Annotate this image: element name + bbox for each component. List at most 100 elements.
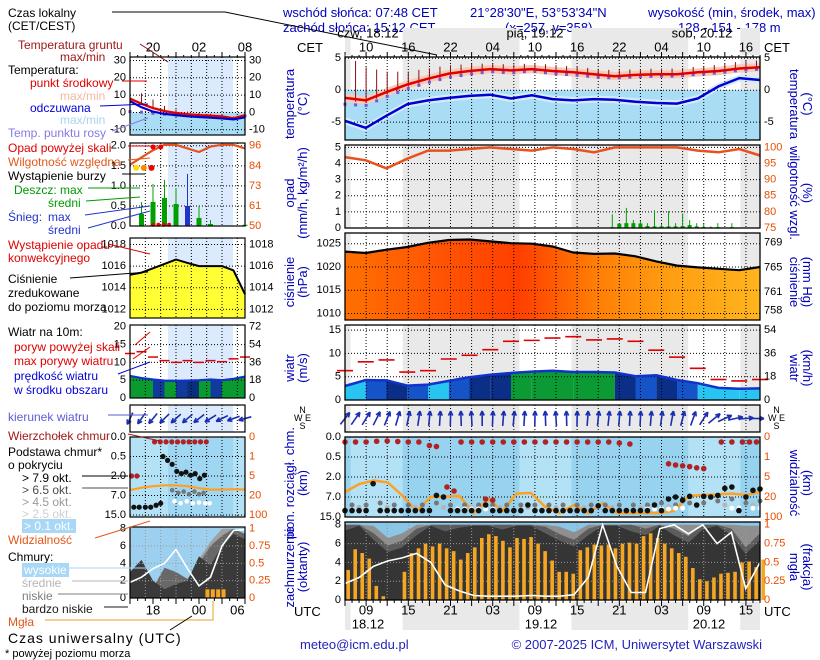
svg-text:0.0: 0.0	[111, 431, 126, 443]
svg-text:15: 15	[570, 602, 584, 617]
svg-text:0: 0	[249, 592, 255, 604]
svg-text:16: 16	[570, 39, 584, 54]
svg-text:04: 04	[485, 39, 499, 54]
svg-text:0.5: 0.5	[249, 557, 264, 569]
svg-text:80: 80	[764, 206, 776, 218]
legend-snow: Śnieg:	[8, 210, 43, 224]
legend-snow-max: max	[48, 210, 71, 224]
legend-okt-01: > 0.1 okt.	[22, 519, 76, 533]
svg-text:61: 61	[249, 200, 261, 212]
svg-text:2: 2	[335, 575, 341, 587]
legend-clouds: Chmury:	[8, 550, 54, 564]
svg-text:22: 22	[612, 39, 626, 54]
svg-text:4: 4	[335, 157, 341, 169]
svg-text:02: 02	[192, 39, 206, 54]
svg-text:10: 10	[329, 347, 341, 359]
svg-text:4: 4	[120, 557, 126, 569]
svg-text:22: 22	[443, 39, 457, 54]
svg-text:0.5: 0.5	[111, 450, 126, 462]
svg-text:16: 16	[401, 39, 415, 54]
svg-text:5: 5	[764, 52, 770, 64]
svg-text:-10: -10	[110, 124, 126, 136]
svg-text:pią, 19.12: pią, 19.12	[506, 25, 563, 40]
svg-text:1012: 1012	[102, 303, 126, 315]
svg-text:72: 72	[249, 321, 261, 333]
svg-text:90: 90	[764, 174, 776, 186]
svg-text:1012: 1012	[249, 303, 273, 315]
svg-text:10: 10	[696, 39, 710, 54]
svg-text:5: 5	[249, 470, 255, 482]
legend-feels-maxmin: max/min	[60, 113, 106, 127]
copyright-text: © 2007-2025 ICM, Uniwersytet Warszawski	[511, 637, 762, 652]
svg-text:09: 09	[528, 602, 542, 617]
svg-text:2.0: 2.0	[326, 471, 341, 483]
svg-text:0: 0	[764, 594, 770, 606]
cet-caption-right: CET	[764, 40, 790, 55]
svg-text:50: 50	[249, 220, 261, 232]
svg-text:15: 15	[401, 602, 415, 617]
svg-text:15: 15	[739, 602, 753, 617]
svg-text:09: 09	[359, 602, 373, 617]
svg-text:8: 8	[335, 519, 341, 531]
svg-text:1020: 1020	[317, 261, 341, 273]
svg-text:04: 04	[654, 39, 668, 54]
svg-text:18: 18	[146, 602, 160, 617]
svg-text:84: 84	[249, 160, 261, 172]
legend-precip-offscale: Opad powyżej skali	[8, 141, 112, 155]
legend-rel-humidity: Wilgotność względna	[8, 155, 121, 169]
svg-text:0: 0	[764, 431, 770, 443]
svg-text:0: 0	[335, 222, 341, 234]
legend-dew-point: Temp. punktu rosy	[8, 126, 107, 140]
svg-text:100: 100	[764, 141, 782, 153]
legend-cloud-base-1: Podstawa chmur*	[8, 445, 103, 459]
svg-text:3: 3	[335, 174, 341, 186]
svg-text:1.0: 1.0	[111, 180, 126, 192]
svg-text:20.12: 20.12	[693, 616, 726, 631]
svg-text:15: 15	[114, 338, 126, 350]
svg-text:1018: 1018	[249, 238, 273, 250]
svg-text:2.0: 2.0	[111, 140, 126, 152]
svg-text:100: 100	[249, 509, 267, 521]
svg-text:1025: 1025	[317, 238, 341, 250]
svg-text:0: 0	[249, 392, 255, 404]
svg-text:15: 15	[329, 324, 341, 336]
legend-pressure-1: Ciśnienie	[8, 272, 58, 286]
svg-text:8: 8	[120, 523, 126, 535]
svg-text:0.5: 0.5	[111, 200, 126, 212]
contact-email-link[interactable]: meteo@icm.edu.pl	[300, 637, 409, 652]
svg-text:0: 0	[249, 431, 255, 443]
svg-text:09: 09	[696, 602, 710, 617]
svg-text:0.5: 0.5	[326, 451, 341, 463]
svg-text:-10: -10	[249, 124, 265, 136]
svg-text:95: 95	[764, 157, 776, 169]
svg-text:1: 1	[764, 519, 770, 531]
svg-text:03: 03	[485, 602, 499, 617]
svg-text:06: 06	[230, 602, 244, 617]
svg-text:15.0: 15.0	[105, 509, 126, 521]
legend-cloud-top: Wierzchołek chmur	[8, 429, 111, 443]
svg-text:20: 20	[249, 72, 261, 84]
svg-text:10: 10	[249, 89, 261, 101]
svg-text:758: 758	[764, 305, 782, 317]
svg-text:20: 20	[114, 72, 126, 84]
legend-fog: Mgła	[8, 615, 35, 629]
cet-caption-left: CET	[297, 40, 323, 55]
svg-text:1: 1	[249, 450, 255, 462]
svg-text:4: 4	[335, 556, 341, 568]
svg-text:1016: 1016	[249, 260, 273, 272]
svg-text:10: 10	[114, 89, 126, 101]
altitude-label: wysokość (min, środek, max)	[648, 5, 816, 20]
legend-ground-maxmin: max/min	[60, 50, 106, 64]
svg-text:0.0: 0.0	[326, 431, 341, 443]
svg-text:10: 10	[359, 39, 373, 54]
svg-text:1.5: 1.5	[111, 160, 126, 172]
svg-text:36: 36	[249, 356, 261, 368]
legend-convective-2: konwekcyjnego	[8, 251, 91, 265]
legend-clouds-high: wysokie	[22, 563, 69, 577]
legend-okt-79: > 7.9 okt.	[22, 471, 72, 485]
svg-text:761: 761	[764, 286, 782, 298]
legend-temp-maxmin: max/min	[60, 89, 106, 103]
